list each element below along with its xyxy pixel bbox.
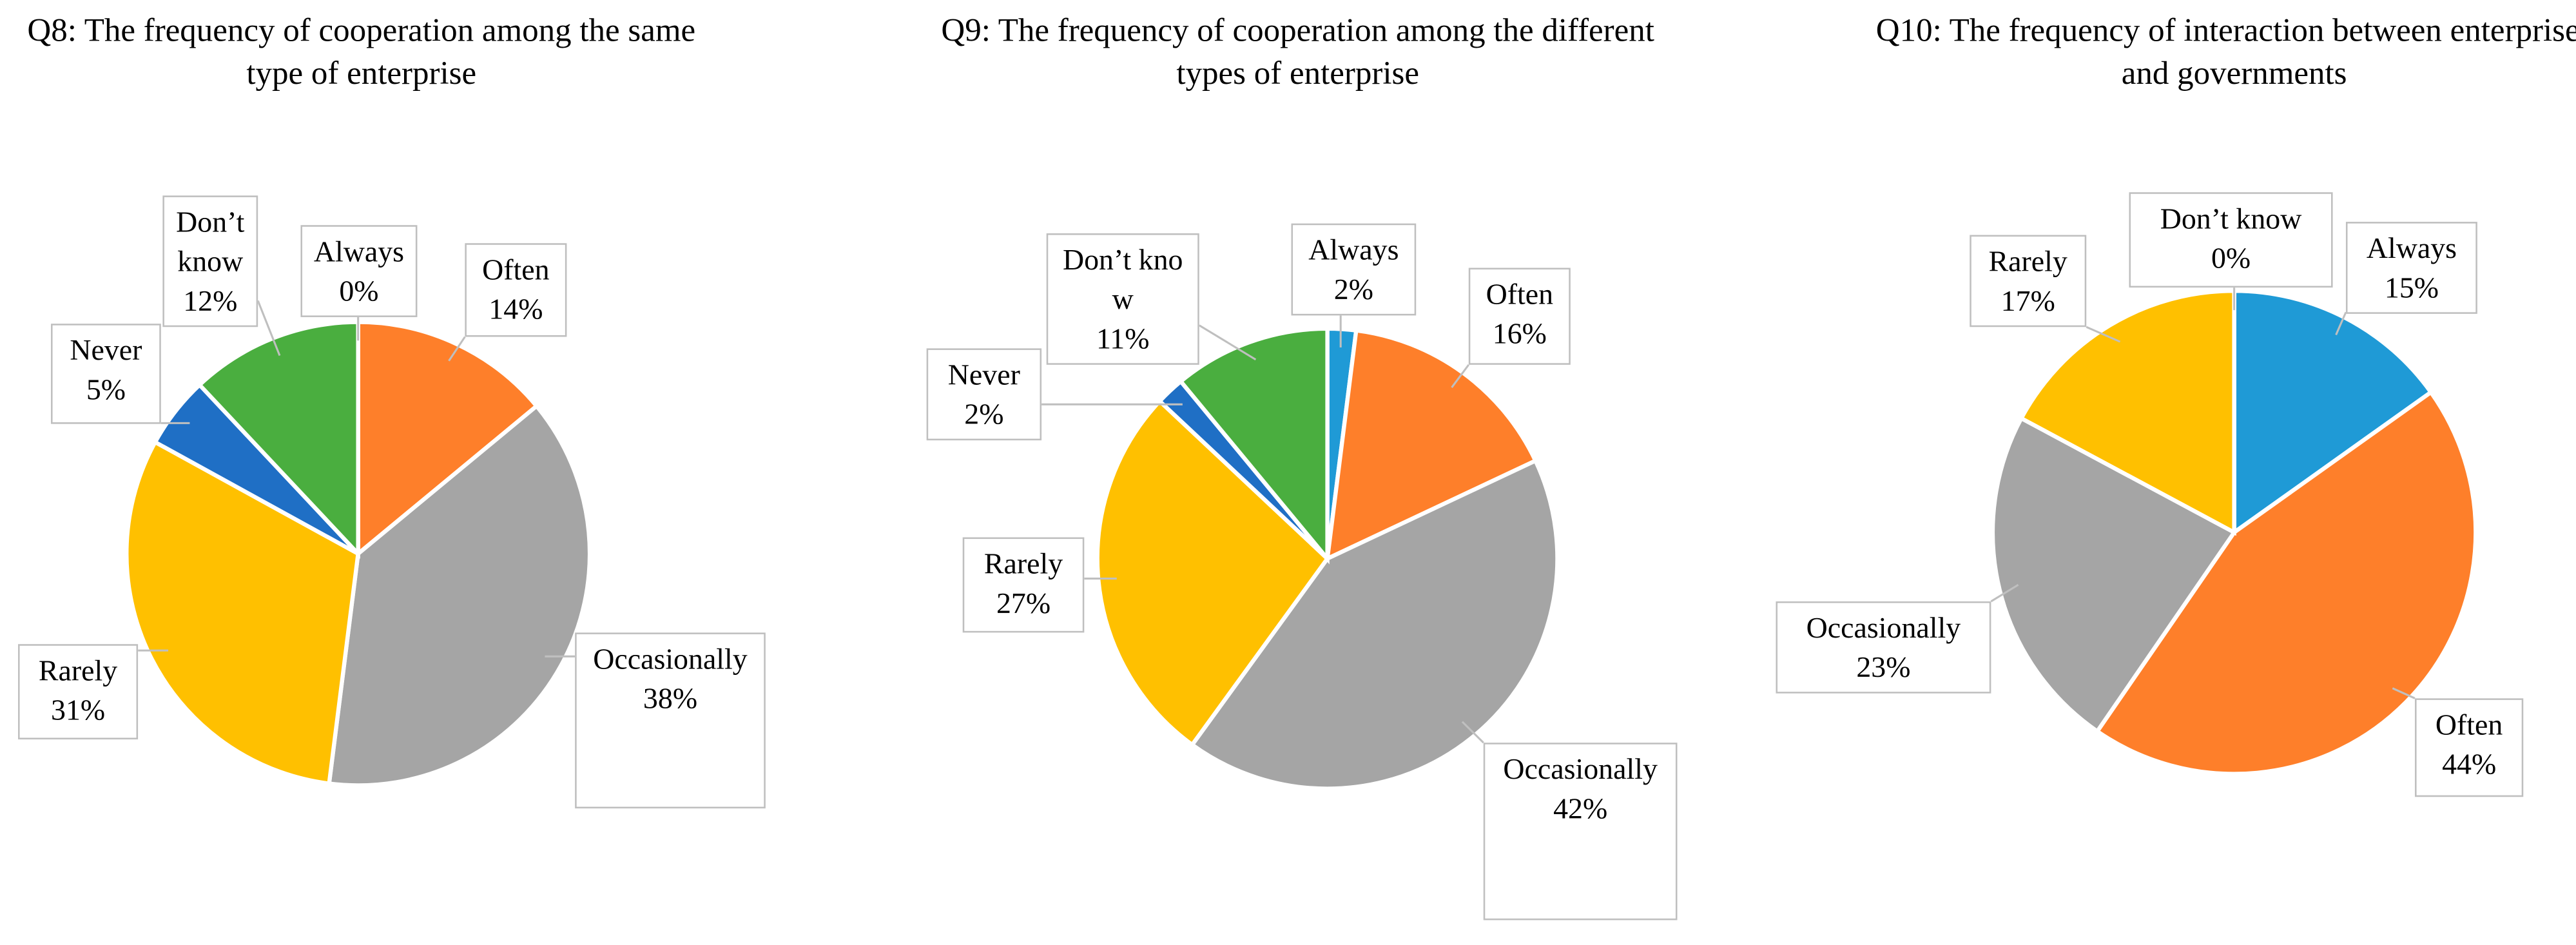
label-value: 16%	[1492, 317, 1547, 350]
label-category: Always	[313, 235, 405, 268]
pie-slice	[2232, 288, 2434, 537]
data-label: Don’t know 12%	[162, 195, 258, 327]
leader-line	[1198, 324, 1257, 361]
label-value: 5%	[86, 373, 126, 406]
label-value: 44%	[2442, 747, 2497, 781]
label-category: Occasionally	[1806, 611, 1961, 645]
data-label: Always 15%	[2345, 222, 2477, 314]
label-category: Never	[70, 333, 142, 367]
label-value: 42%	[1553, 792, 1608, 825]
leader-line	[2392, 687, 2416, 699]
label-category: Often	[482, 253, 550, 286]
label-value: 23%	[1856, 650, 1911, 684]
label-value: 15%	[2384, 271, 2439, 304]
leader-line	[448, 336, 466, 362]
data-label: Occasionally 42%	[1483, 743, 1678, 921]
label-value: 31%	[51, 693, 106, 726]
label-category: Rarely	[983, 547, 1063, 580]
data-label: Rarely 27%	[962, 537, 1085, 633]
pie-slice	[1095, 398, 1330, 748]
label-value: 2%	[964, 397, 1004, 431]
label-category: Always	[1308, 233, 1399, 266]
data-label: Rarely 31%	[18, 644, 139, 740]
pie-slice	[1177, 326, 1330, 565]
label-value: 14%	[489, 292, 543, 326]
label-value: 17%	[2000, 284, 2055, 317]
data-label: Often 16%	[1468, 268, 1571, 365]
pie-slice	[1990, 415, 2238, 734]
label-category: Don’t know	[1062, 243, 1183, 316]
label-category: Often	[2435, 708, 2503, 741]
chart-title: Q8: The frequency of cooperation among t…	[27, 13, 696, 92]
data-label: Never 2%	[926, 348, 1042, 441]
label-value: 11%	[1096, 322, 1150, 355]
leader-line	[1461, 721, 1484, 744]
leader-line	[1451, 364, 1470, 388]
data-label: Always 2%	[1291, 223, 1417, 316]
data-label: Don’t know 11%	[1046, 233, 1199, 365]
label-value: 27%	[996, 586, 1051, 619]
label-value: 0%	[339, 274, 379, 307]
data-label: Often 44%	[2415, 698, 2524, 797]
data-label: Never 5%	[51, 324, 161, 424]
label-category: Occasionally	[1503, 752, 1658, 786]
pie-slice	[2019, 288, 2236, 536]
label-value: 2%	[1333, 273, 1373, 306]
pie-slice	[2094, 389, 2478, 776]
label-category: Don’t know	[2160, 202, 2302, 235]
label-category: Rarely	[38, 654, 118, 687]
leader-line	[257, 300, 281, 356]
label-value: 38%	[643, 681, 698, 715]
pie-slice	[327, 403, 592, 788]
label-category: Often	[1486, 277, 1554, 311]
chart-title: Q10: The frequency of interaction betwee…	[1875, 13, 2576, 92]
label-category: Never	[947, 358, 1020, 391]
pie-slice	[124, 439, 361, 786]
leader-line	[2335, 311, 2347, 336]
data-label: Often 14%	[465, 243, 567, 337]
data-label: Occasionally 38%	[575, 632, 766, 809]
label-value: 12%	[183, 284, 238, 317]
label-value: 0%	[2211, 241, 2251, 275]
data-label: Always 0%	[300, 225, 418, 317]
label-category: Don’t know	[176, 205, 245, 278]
pie-slice	[356, 320, 540, 558]
label-category: Rarely	[1988, 244, 2068, 278]
leader-line	[2086, 326, 2121, 343]
data-label: Rarely 17%	[1970, 235, 2087, 327]
leader-line	[1990, 583, 2019, 603]
chart-title: Q9: The frequency of cooperation among t…	[941, 13, 1654, 92]
label-category: Occasionally	[593, 642, 748, 676]
data-label: Occasionally 23%	[1776, 601, 1991, 694]
data-label: Don’t know 0%	[2129, 192, 2333, 288]
pie-slice	[1189, 458, 1560, 791]
label-category: Always	[2366, 231, 2457, 265]
